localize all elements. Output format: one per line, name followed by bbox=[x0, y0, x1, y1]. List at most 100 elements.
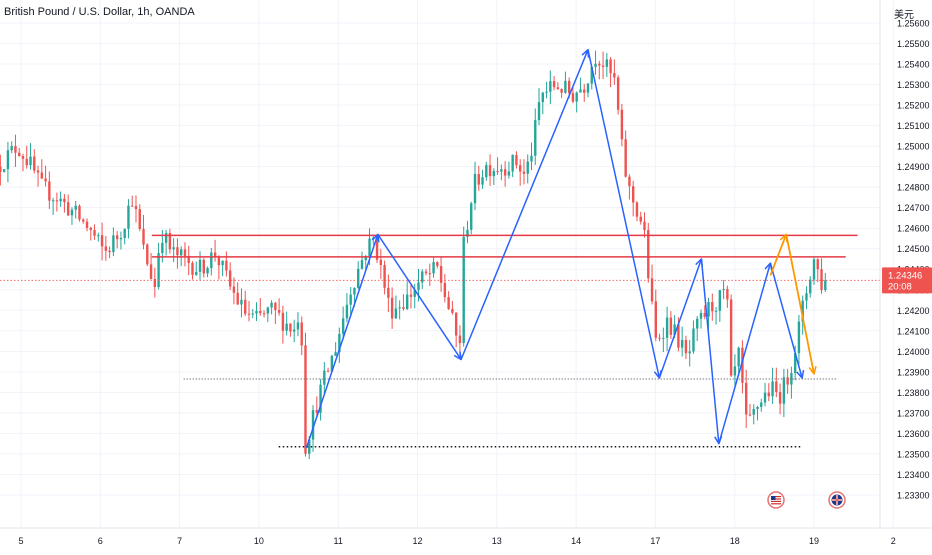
candle-body bbox=[809, 279, 812, 294]
candle-body bbox=[500, 169, 503, 172]
candle-body bbox=[341, 318, 345, 334]
candle-body bbox=[824, 280, 827, 291]
candle-body bbox=[259, 310, 262, 314]
projection-arrowhead bbox=[808, 365, 817, 375]
y-tick-label: 1.25000 bbox=[897, 142, 930, 152]
candle-body bbox=[571, 93, 575, 102]
candle-body bbox=[59, 198, 62, 202]
candle-body bbox=[741, 347, 744, 383]
price-axis[interactable]: 1.25600 1.25500 1.25400 1.25300 1.25200 1.251… bbox=[879, 0, 930, 528]
candlestick-series bbox=[0, 50, 827, 460]
candle-body bbox=[323, 370, 326, 385]
candle-body bbox=[526, 161, 529, 174]
y-tick-label: 1.25100 bbox=[897, 121, 930, 131]
y-tick-label: 1.24600 bbox=[897, 224, 930, 234]
candle-body bbox=[707, 302, 710, 317]
candle-body bbox=[503, 169, 507, 176]
candle-body bbox=[390, 297, 394, 319]
candle-body bbox=[338, 333, 341, 353]
candle-body bbox=[161, 242, 164, 253]
candle-body bbox=[36, 170, 40, 173]
x-tick-label: 7 bbox=[177, 536, 182, 546]
candle-body bbox=[6, 150, 10, 170]
wave-segment bbox=[769, 262, 803, 379]
candle-body bbox=[771, 381, 774, 397]
candle-body bbox=[552, 81, 556, 88]
candle-body bbox=[677, 324, 680, 348]
candle-body bbox=[247, 313, 251, 315]
us-flag-stripe bbox=[771, 503, 781, 505]
candle-body bbox=[511, 154, 514, 172]
candle-body bbox=[545, 91, 548, 93]
candle-body bbox=[820, 269, 823, 291]
candle-body bbox=[669, 317, 673, 335]
us-flag-stripe bbox=[771, 500, 781, 502]
y-tick-label: 1.24100 bbox=[897, 326, 930, 336]
us-flag-stripe bbox=[771, 496, 781, 498]
drawings bbox=[0, 48, 880, 449]
candle-body bbox=[507, 171, 511, 176]
candle-body bbox=[405, 294, 409, 309]
candle-body bbox=[300, 322, 303, 346]
candle-body bbox=[692, 328, 695, 352]
candle-body bbox=[522, 171, 526, 174]
projection-segment bbox=[769, 234, 788, 276]
candle-body bbox=[496, 170, 499, 172]
us-flag-icon-ring bbox=[767, 491, 785, 509]
candle-body bbox=[744, 382, 748, 415]
candle-body bbox=[601, 65, 605, 67]
candle-body bbox=[251, 313, 254, 315]
y-tick-label: 1.25500 bbox=[897, 39, 930, 49]
symbol-title[interactable]: British Pound / U.S. Dollar, 1h, OANDA bbox=[4, 6, 195, 18]
candle-body bbox=[274, 302, 277, 311]
candle-body bbox=[172, 247, 175, 250]
wave-segment bbox=[700, 258, 720, 444]
candle-body bbox=[357, 268, 360, 288]
x-tick-label: 18 bbox=[730, 536, 740, 546]
candle-body bbox=[51, 200, 55, 202]
candle-body bbox=[82, 219, 85, 222]
candle-body bbox=[353, 287, 356, 295]
candle-body bbox=[93, 230, 96, 236]
candle-body bbox=[816, 259, 819, 270]
candle-body bbox=[598, 63, 601, 66]
candle-body bbox=[605, 59, 609, 67]
candle-body bbox=[127, 205, 130, 229]
candle-body bbox=[55, 200, 59, 202]
candle-body bbox=[696, 318, 699, 329]
candle-body bbox=[66, 202, 70, 216]
candle-body bbox=[726, 289, 729, 300]
candle-body bbox=[379, 259, 383, 266]
candle-body bbox=[624, 139, 627, 177]
candle-body bbox=[424, 271, 428, 274]
candle-body bbox=[195, 271, 198, 275]
candle-body bbox=[157, 252, 160, 288]
time-axis[interactable]: 5 6 7 10 11 12 13 14 17 18 19 2 bbox=[0, 527, 932, 546]
candle-body bbox=[89, 227, 92, 231]
candle-body bbox=[609, 59, 612, 74]
candle-body bbox=[112, 235, 115, 253]
candle-body bbox=[2, 169, 6, 172]
x-tick-label: 14 bbox=[571, 536, 581, 546]
candle-body bbox=[458, 335, 462, 344]
y-tick-label: 1.24900 bbox=[897, 162, 930, 172]
x-tick-label: 5 bbox=[18, 536, 23, 546]
candle-body bbox=[138, 209, 141, 229]
candle-body bbox=[289, 323, 292, 332]
candle-body bbox=[134, 206, 138, 210]
candle-body bbox=[183, 249, 187, 257]
y-tick-label: 1.23900 bbox=[897, 367, 930, 377]
candle-body bbox=[556, 87, 560, 89]
candle-body bbox=[443, 282, 447, 298]
candle-body bbox=[782, 377, 786, 404]
candle-body bbox=[33, 156, 36, 171]
candle-body bbox=[658, 337, 661, 339]
candle-body bbox=[560, 88, 563, 93]
candle-body bbox=[315, 410, 318, 413]
candle-body bbox=[436, 262, 439, 267]
wave-segment bbox=[460, 49, 589, 360]
candle-body bbox=[115, 235, 119, 240]
